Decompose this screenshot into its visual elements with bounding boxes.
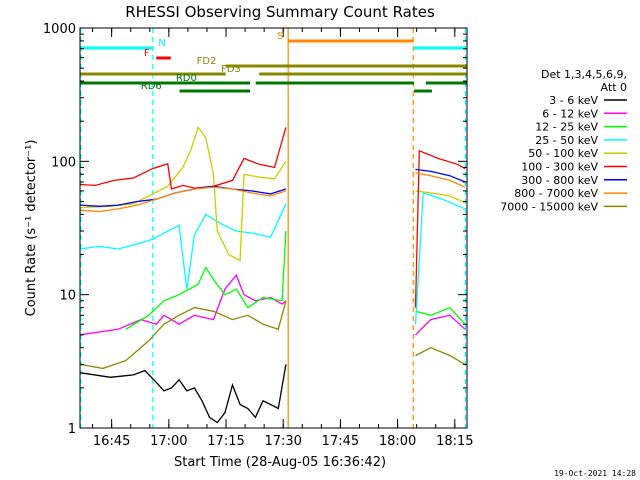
state-label-f: F bbox=[144, 48, 150, 59]
series-line-5 bbox=[80, 127, 466, 308]
y-tick-label: 1000 bbox=[43, 22, 76, 37]
y-axis: 1 10 100 1000 bbox=[43, 22, 467, 437]
x-tick-label: 17:45 bbox=[322, 434, 359, 449]
x-axis: 16:45 17:00 17:15 17:30 17:45 18:00 18:15 bbox=[92, 28, 474, 449]
x-tick-label: 17:00 bbox=[150, 434, 187, 449]
series-line-8 bbox=[80, 300, 466, 370]
legend-label: 800 - 7000 keV bbox=[514, 187, 598, 200]
series-line-1 bbox=[80, 273, 466, 336]
y-tick-label: 1 bbox=[68, 422, 76, 437]
series-line-4 bbox=[80, 125, 466, 262]
legend-label: 7000 - 15000 keV bbox=[500, 200, 598, 213]
series-line-3 bbox=[80, 192, 466, 325]
x-tick-label: 17:15 bbox=[207, 434, 244, 449]
x-tick-label: 17:30 bbox=[264, 434, 301, 449]
series-line-0 bbox=[80, 364, 287, 424]
state-label-fd2: FD2 bbox=[197, 56, 217, 67]
chart-title: RHESSI Observing Summary Count Rates bbox=[125, 3, 435, 21]
x-tick-label: 18:00 bbox=[379, 434, 416, 449]
legend-label: 25 - 50 keV bbox=[535, 134, 598, 147]
legend-header: Det 1,3,4,5,6,9, bbox=[541, 68, 627, 81]
legend-header: Att 0 bbox=[601, 81, 627, 94]
y-tick-label: 10 bbox=[59, 289, 76, 304]
state-label-rd0: RD0 bbox=[176, 73, 197, 84]
timestamp: 19-Oct-2021 14:28 bbox=[554, 469, 636, 478]
y-axis-title: Count Rate (s⁻¹ detector⁻¹) bbox=[24, 140, 39, 317]
legend-label: 12 - 25 keV bbox=[535, 121, 598, 134]
state-label-s: S bbox=[277, 31, 283, 42]
x-tick-label: 18:15 bbox=[436, 434, 473, 449]
legend-label: 3 - 6 keV bbox=[549, 94, 598, 107]
x-axis-title: Start Time (28-Aug-05 16:36:42) bbox=[174, 455, 386, 470]
state-label-n: N bbox=[158, 38, 165, 49]
y-tick-label: 100 bbox=[51, 155, 76, 170]
series-line-2 bbox=[125, 231, 466, 330]
plot-frame bbox=[79, 27, 468, 429]
x-tick-label: 16:45 bbox=[93, 434, 130, 449]
state-label-rd6: RD6 bbox=[141, 81, 162, 92]
legend-label: 100 - 300 keV bbox=[521, 161, 598, 174]
state-label-fd3: FD3 bbox=[221, 64, 241, 75]
legend-label: 6 - 12 keV bbox=[542, 107, 598, 120]
legend-label: 300 - 800 keV bbox=[521, 174, 598, 187]
series-line-7 bbox=[80, 172, 466, 213]
legend-label: 50 - 100 keV bbox=[528, 147, 598, 160]
